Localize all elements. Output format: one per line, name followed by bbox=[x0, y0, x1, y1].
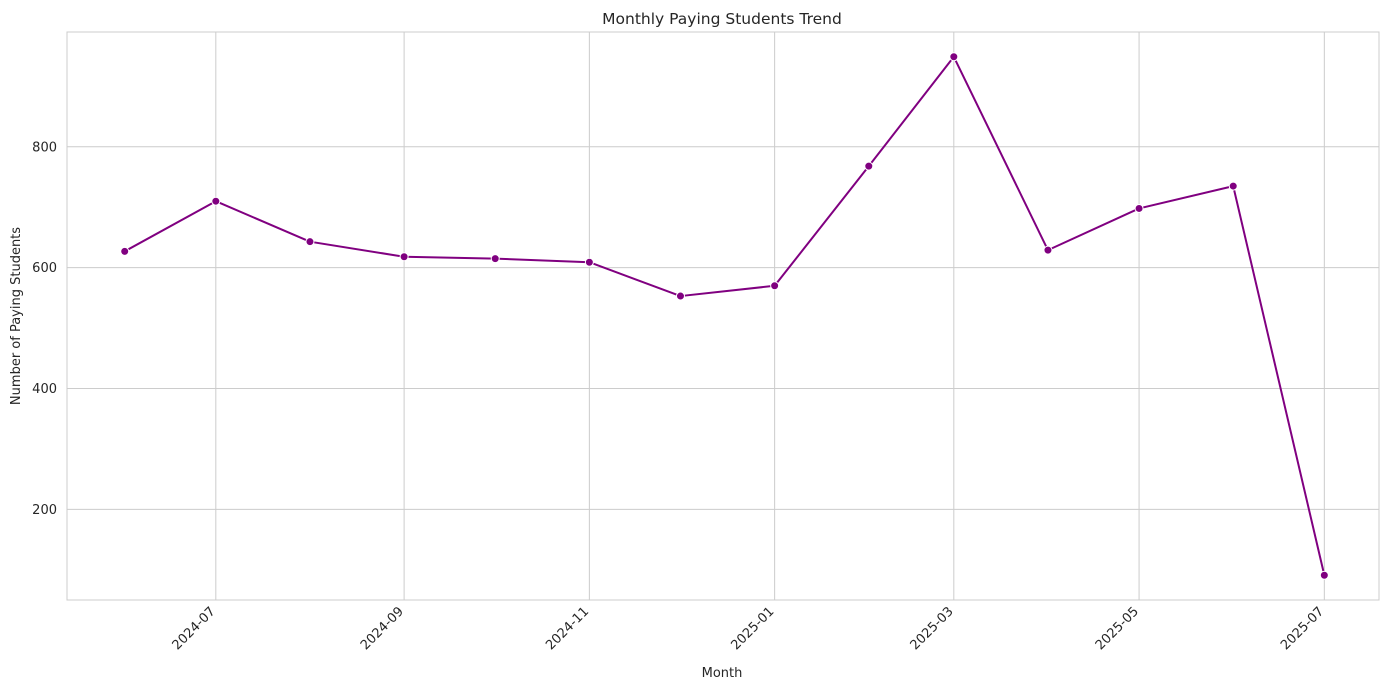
y-tick-label: 200 bbox=[32, 503, 57, 518]
data-point bbox=[1319, 570, 1329, 580]
data-point bbox=[1134, 203, 1144, 213]
y-axis-ticks: 200 400 600 800 bbox=[32, 140, 57, 518]
plot-frame bbox=[66, 31, 1380, 601]
data-point bbox=[770, 281, 780, 291]
data-point bbox=[1043, 245, 1053, 255]
x-axis-ticks: 2024-07 2024-09 2024-11 2025-01 2025-03 2025-… bbox=[170, 604, 1328, 653]
series-group bbox=[120, 52, 1329, 580]
y-tick-label: 400 bbox=[32, 382, 57, 397]
data-point bbox=[490, 254, 500, 264]
data-point bbox=[1228, 181, 1238, 191]
x-tick-label: 2024-09 bbox=[358, 604, 407, 653]
grid-lines bbox=[67, 32, 1379, 600]
data-point bbox=[864, 161, 874, 171]
chart-title: Monthly Paying Students Trend bbox=[602, 10, 842, 28]
y-axis-label: Number of Paying Students bbox=[9, 227, 24, 405]
data-point bbox=[399, 252, 409, 262]
x-tick-label: 2025-05 bbox=[1093, 604, 1142, 653]
series-line bbox=[124, 55, 1326, 576]
x-tick-label: 2025-07 bbox=[1278, 604, 1327, 653]
x-tick-label: 2024-07 bbox=[170, 604, 219, 653]
data-point bbox=[949, 52, 959, 62]
data-point bbox=[120, 246, 130, 256]
data-point bbox=[211, 196, 221, 206]
x-tick-label: 2024-11 bbox=[543, 604, 592, 653]
data-point bbox=[584, 257, 594, 267]
data-point bbox=[675, 291, 685, 301]
y-tick-label: 800 bbox=[32, 140, 57, 155]
data-point bbox=[305, 237, 315, 247]
x-axis-label: Month bbox=[702, 666, 743, 681]
x-tick-label: 2025-03 bbox=[908, 604, 957, 653]
y-tick-label: 600 bbox=[32, 261, 57, 276]
x-tick-label: 2025-01 bbox=[728, 604, 777, 653]
